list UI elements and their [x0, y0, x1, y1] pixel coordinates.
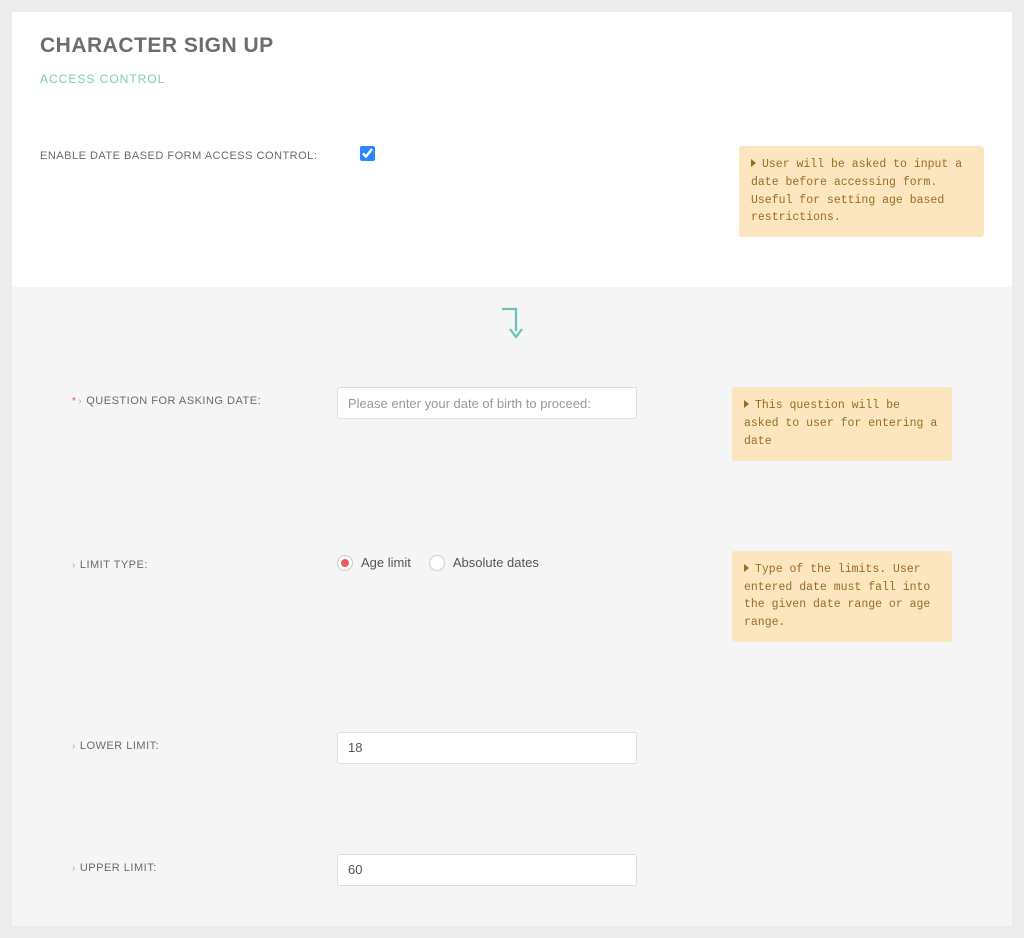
lower-limit-label-wrap: › LOWER LIMIT:: [72, 732, 337, 752]
caret-right-icon: [744, 564, 749, 572]
question-help-col: This question will be asked to user for …: [732, 387, 952, 460]
limit-type-input-wrap: Age limit Absolute dates: [337, 551, 637, 571]
limit-type-help-box: Type of the limits. User entered date mu…: [732, 551, 952, 642]
radio-absolute-dates[interactable]: [429, 555, 445, 571]
limit-type-radio-group: Age limit Absolute dates: [337, 551, 637, 571]
enable-label: ENABLE DATE BASED FORM ACCESS CONTROL:: [40, 146, 360, 162]
chevron-right-icon: ›: [78, 396, 82, 407]
date-subpanel: *›QUESTION FOR ASKING DATE: This questio…: [12, 287, 1012, 926]
caret-right-icon: [744, 400, 749, 408]
enable-help-text: User will be asked to input a date befor…: [751, 158, 962, 224]
chevron-right-icon: ›: [72, 741, 76, 752]
question-label-wrap: *› QUESTION FOR ASKING DATE:: [72, 387, 337, 407]
arrow-down-icon: [498, 307, 526, 341]
lower-limit-input[interactable]: [337, 732, 637, 764]
limit-type-help-col: Type of the limits. User entered date mu…: [732, 551, 952, 642]
upper-limit-label: UPPER LIMIT:: [80, 862, 157, 874]
lower-limit-row: › LOWER LIMIT:: [72, 732, 952, 764]
enable-help-box: User will be asked to input a date befor…: [739, 146, 984, 237]
section-title: ACCESS CONTROL: [40, 72, 984, 86]
required-marker: *: [72, 396, 76, 407]
enable-input-col: [360, 146, 719, 161]
caret-right-icon: [751, 159, 756, 167]
question-help-box: This question will be asked to user for …: [732, 387, 952, 460]
chevron-right-icon: ›: [72, 863, 76, 874]
radio-absolute-dates-item[interactable]: Absolute dates: [429, 555, 539, 571]
enable-checkbox[interactable]: [360, 146, 375, 161]
radio-absolute-dates-label: Absolute dates: [453, 555, 539, 570]
radio-age-limit-label: Age limit: [361, 555, 411, 570]
question-input-wrap: [337, 387, 637, 419]
question-row: *› QUESTION FOR ASKING DATE: This questio…: [72, 387, 952, 460]
limit-type-help-text: Type of the limits. User entered date mu…: [744, 563, 930, 629]
upper-limit-input[interactable]: [337, 854, 637, 886]
lower-limit-input-wrap: [337, 732, 637, 764]
upper-limit-input-wrap: [337, 854, 637, 886]
question-input[interactable]: [337, 387, 637, 419]
limit-type-label-wrap: › LIMIT TYPE:: [72, 551, 337, 571]
enable-row: ENABLE DATE BASED FORM ACCESS CONTROL: U…: [40, 146, 984, 237]
chevron-right-icon: ›: [72, 560, 76, 571]
lower-limit-label: LOWER LIMIT:: [80, 740, 159, 752]
limit-type-label: LIMIT TYPE:: [80, 559, 148, 571]
question-label: QUESTION FOR ASKING DATE:: [86, 395, 261, 407]
upper-limit-label-wrap: › UPPER LIMIT:: [72, 854, 337, 874]
radio-age-limit[interactable]: [337, 555, 353, 571]
question-help-text: This question will be asked to user for …: [744, 399, 937, 448]
enable-help-col: User will be asked to input a date befor…: [739, 146, 984, 237]
form-card: CHARACTER SIGN UP ACCESS CONTROL ENABLE …: [12, 12, 1012, 926]
radio-age-limit-item[interactable]: Age limit: [337, 555, 411, 571]
page-title: CHARACTER SIGN UP: [40, 34, 984, 58]
limit-type-row: › LIMIT TYPE: Age limit Absolute dates Ty…: [72, 551, 952, 642]
upper-limit-row: › UPPER LIMIT:: [72, 854, 952, 886]
